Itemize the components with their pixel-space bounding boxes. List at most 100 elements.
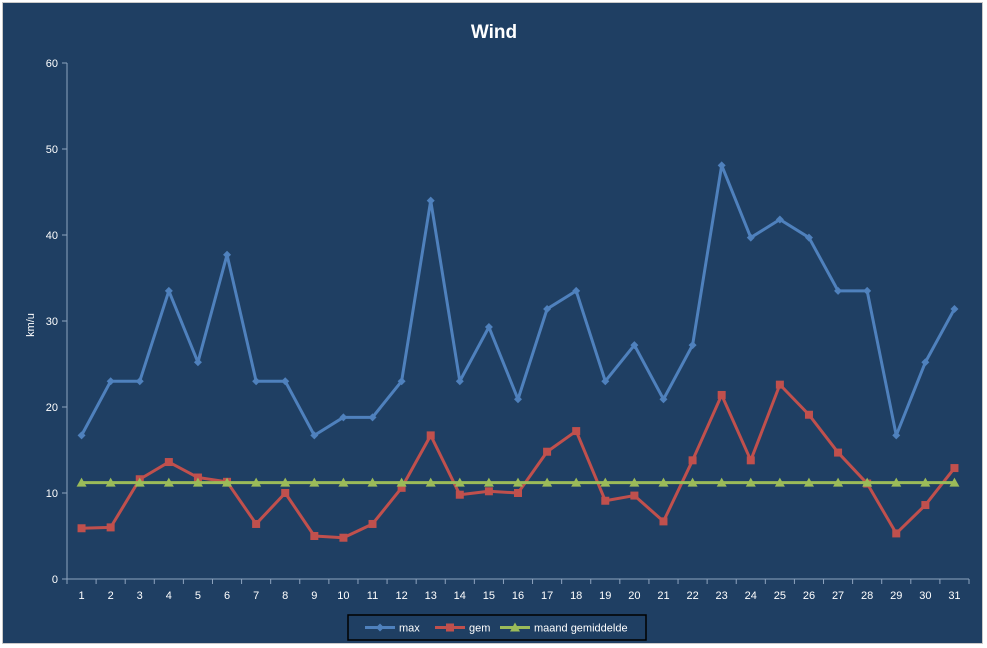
data-point <box>105 477 116 487</box>
y-tick-label: 10 <box>46 488 58 500</box>
data-point <box>630 491 639 500</box>
data-point <box>252 519 261 528</box>
x-tick-label: 29 <box>890 590 902 602</box>
y-tick-label: 20 <box>46 402 58 414</box>
data-point <box>135 377 144 386</box>
data-point <box>659 517 668 526</box>
data-point <box>746 456 755 465</box>
x-tick-label: 19 <box>599 590 611 602</box>
y-tick-label: 60 <box>46 58 58 70</box>
data-point <box>77 524 86 533</box>
data-point <box>834 286 843 295</box>
x-tick-label: 23 <box>716 590 728 602</box>
x-tick-label: 7 <box>253 590 259 602</box>
x-tick-label: 27 <box>832 590 844 602</box>
data-point <box>745 477 756 487</box>
data-point <box>600 477 611 487</box>
legend-label: gem <box>469 623 490 635</box>
data-point <box>338 477 349 487</box>
data-point <box>804 410 813 419</box>
x-tick-label: 22 <box>686 590 698 602</box>
data-point <box>775 215 784 224</box>
chart-title: Wind <box>471 22 517 43</box>
y-tick-label: 0 <box>52 574 58 586</box>
data-point <box>368 519 377 528</box>
data-point <box>542 477 553 487</box>
data-point <box>717 390 726 399</box>
data-point <box>310 431 319 440</box>
data-point <box>833 477 844 487</box>
data-point <box>834 448 843 457</box>
data-point <box>134 477 145 487</box>
data-point <box>514 489 522 497</box>
x-tick-label: 31 <box>948 590 960 602</box>
x-tick-label: 17 <box>541 590 553 602</box>
x-tick-label: 3 <box>137 590 143 602</box>
data-point <box>164 458 173 467</box>
y-tick-label: 40 <box>46 230 58 242</box>
legend-marker <box>376 623 384 632</box>
data-point <box>455 377 464 386</box>
x-tick-label: 24 <box>745 590 757 602</box>
series-2 <box>77 380 959 542</box>
data-point <box>484 487 493 496</box>
data-point <box>106 377 115 386</box>
data-point <box>775 380 784 389</box>
data-point <box>688 341 697 350</box>
data-point <box>804 233 813 242</box>
data-point <box>658 477 669 487</box>
data-point <box>483 477 494 487</box>
legend: max gem maand gemiddelde <box>347 614 647 641</box>
data-point <box>572 427 581 436</box>
x-tick-label: 4 <box>166 590 172 602</box>
x-tick-label: 5 <box>195 590 201 602</box>
data-point <box>513 477 523 487</box>
x-tick-label: 8 <box>282 590 288 602</box>
data-point <box>426 431 435 440</box>
data-point <box>193 473 202 482</box>
x-tick-label: 14 <box>454 590 466 602</box>
data-point <box>280 477 291 487</box>
data-point <box>803 477 814 487</box>
data-point <box>950 304 959 313</box>
data-point <box>687 477 698 487</box>
x-tick-label: 2 <box>108 590 114 602</box>
x-tick-label: 18 <box>570 590 582 602</box>
data-point <box>454 477 465 487</box>
data-point <box>891 477 902 487</box>
data-point <box>367 477 378 487</box>
data-point <box>892 529 901 538</box>
legend-marker <box>510 622 520 632</box>
data-point <box>396 477 407 487</box>
data-point <box>106 523 115 532</box>
data-point <box>774 477 785 487</box>
data-point <box>164 286 173 295</box>
data-point <box>543 304 552 313</box>
x-tick-label: 20 <box>628 590 640 602</box>
data-point <box>716 477 727 487</box>
data-point <box>397 483 406 492</box>
data-point <box>281 489 290 497</box>
data-point <box>571 477 582 487</box>
series-3 <box>76 477 960 487</box>
legend-label: maand gemiddelde <box>534 623 628 635</box>
data-point <box>77 431 86 440</box>
x-tick-label: 21 <box>657 590 669 602</box>
data-point <box>862 477 873 487</box>
data-point <box>339 413 348 422</box>
y-axis-label: km/u <box>25 313 37 337</box>
data-point <box>921 358 930 367</box>
data-point <box>601 496 610 505</box>
data-point <box>717 161 726 170</box>
data-point <box>223 250 232 259</box>
series-1 <box>77 161 959 440</box>
x-tick-label: 10 <box>337 590 349 602</box>
y-tick-label: 50 <box>46 144 58 156</box>
data-point <box>863 286 872 295</box>
data-point <box>192 477 203 487</box>
y-tick-label: 30 <box>46 316 58 328</box>
x-tick-label: 26 <box>803 590 815 602</box>
